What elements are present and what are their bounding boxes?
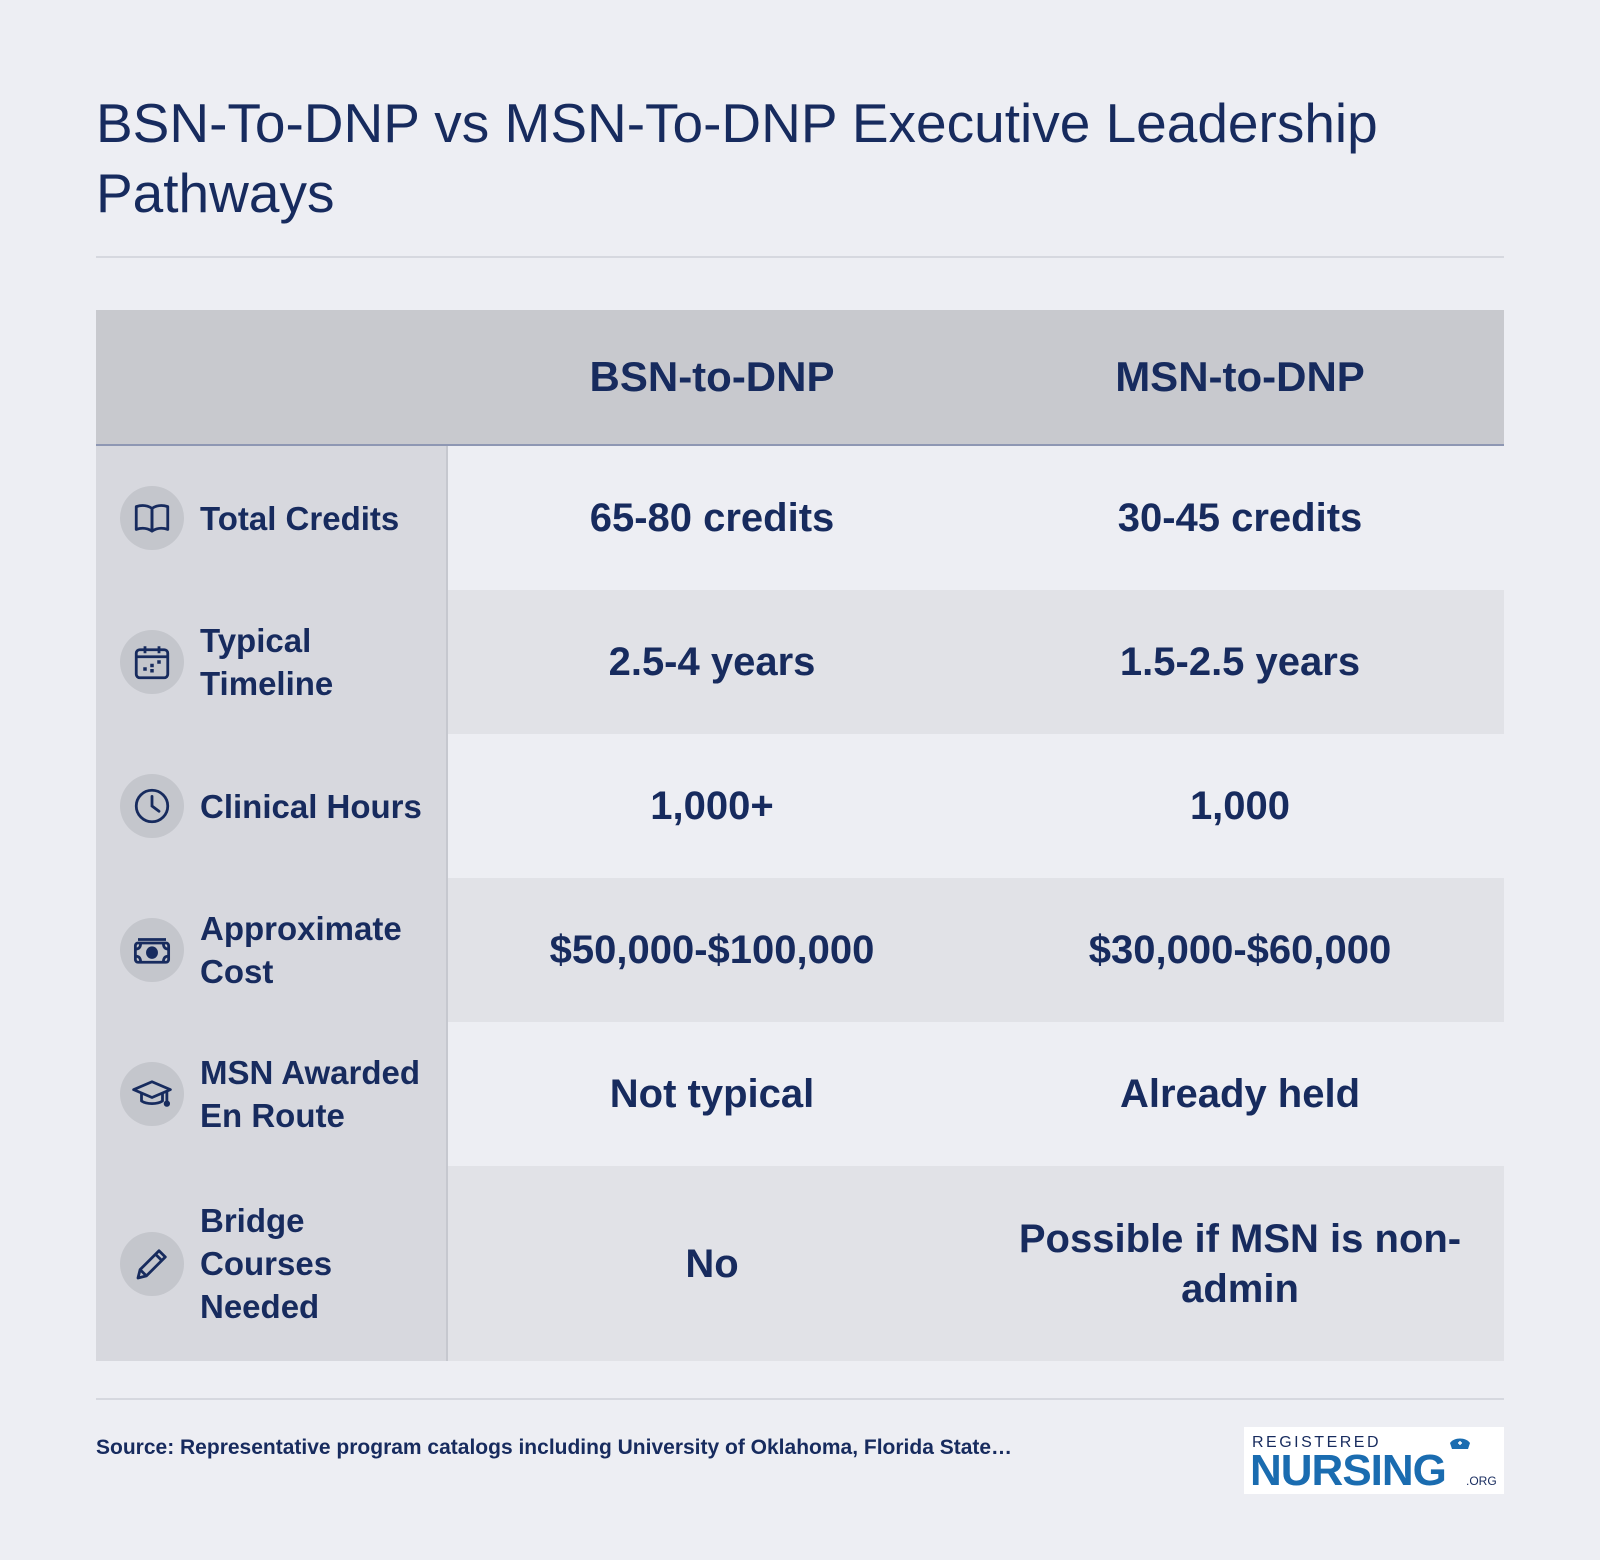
row-label-cell: Approximate Cost (96, 878, 448, 1022)
row-label: MSN Awarded En Route (200, 1054, 421, 1134)
comparison-table: BSN-to-DNP MSN-to-DNP Total Credits 65-8… (96, 310, 1504, 1361)
row-label-cell: Bridge Courses Needed (96, 1166, 448, 1361)
money-icon (120, 918, 184, 982)
msn-value: 1,000 (976, 734, 1504, 878)
table-header: BSN-to-DNP MSN-to-DNP (96, 310, 1504, 446)
msn-value: 30-45 credits (976, 446, 1504, 590)
header-corner (96, 310, 448, 444)
msn-value: 1.5-2.5 years (976, 590, 1504, 734)
msn-value: Possible if MSN is non-admin (976, 1166, 1504, 1361)
table-row: Total Credits 65-80 credits 30-45 credit… (96, 446, 1504, 590)
footer-divider (96, 1398, 1504, 1400)
table-row: MSN Awarded En Route Not typical Already… (96, 1022, 1504, 1166)
svg-text:REGISTERED: REGISTERED (1252, 1434, 1381, 1451)
bsn-value: 1,000+ (448, 734, 976, 878)
row-label-cell: Clinical Hours (96, 734, 448, 878)
logo-mark: REGISTERED NURSING .ORG (1250, 1434, 1497, 1495)
bsn-value: 65-80 credits (448, 446, 976, 590)
row-label: Clinical Hours (200, 787, 422, 825)
calendar-icon (120, 630, 184, 694)
table-row: Typical Timeline 2.5-4 years 1.5-2.5 yea… (96, 590, 1504, 734)
svg-text:NURSING: NURSING (1250, 1446, 1446, 1490)
row-label: Total Credits (200, 499, 400, 537)
clock-icon (120, 774, 184, 838)
bsn-value: No (448, 1166, 976, 1361)
row-label: Approximate Cost (200, 910, 402, 990)
svg-text:.ORG: .ORG (1466, 1474, 1497, 1488)
table-row: Approximate Cost $50,000-$100,000 $30,00… (96, 878, 1504, 1022)
row-label-cell: MSN Awarded En Route (96, 1022, 448, 1166)
table-row: Clinical Hours 1,000+ 1,000 (96, 734, 1504, 878)
row-label-cell: Typical Timeline (96, 590, 448, 734)
pencil-icon (120, 1231, 184, 1296)
source-note: Source: Representative program catalogs … (96, 1436, 1013, 1459)
bsn-value: $50,000-$100,000 (448, 878, 976, 1022)
bsn-value: Not typical (448, 1022, 976, 1166)
row-label: Typical Timeline (200, 622, 334, 702)
title-divider (96, 256, 1504, 258)
page-title: BSN-To-DNP vs MSN-To-DNP Executive Leade… (96, 92, 1378, 224)
row-label-cell: Total Credits (96, 446, 448, 590)
msn-value: $30,000-$60,000 (976, 878, 1504, 1022)
bsn-value: 2.5-4 years (448, 590, 976, 734)
book-icon (120, 486, 184, 550)
registered-nursing-logo: REGISTERED NURSING .ORG (1244, 1427, 1504, 1495)
column-header-msn: MSN-to-DNP (1115, 353, 1365, 400)
graduation-cap-icon (120, 1062, 184, 1126)
column-header-bsn: BSN-to-DNP (589, 353, 835, 400)
table-row: Bridge Courses Needed No Possible if MSN… (96, 1166, 1504, 1361)
msn-value: Already held (976, 1022, 1504, 1166)
row-label: Bridge Courses Needed (200, 1202, 333, 1325)
